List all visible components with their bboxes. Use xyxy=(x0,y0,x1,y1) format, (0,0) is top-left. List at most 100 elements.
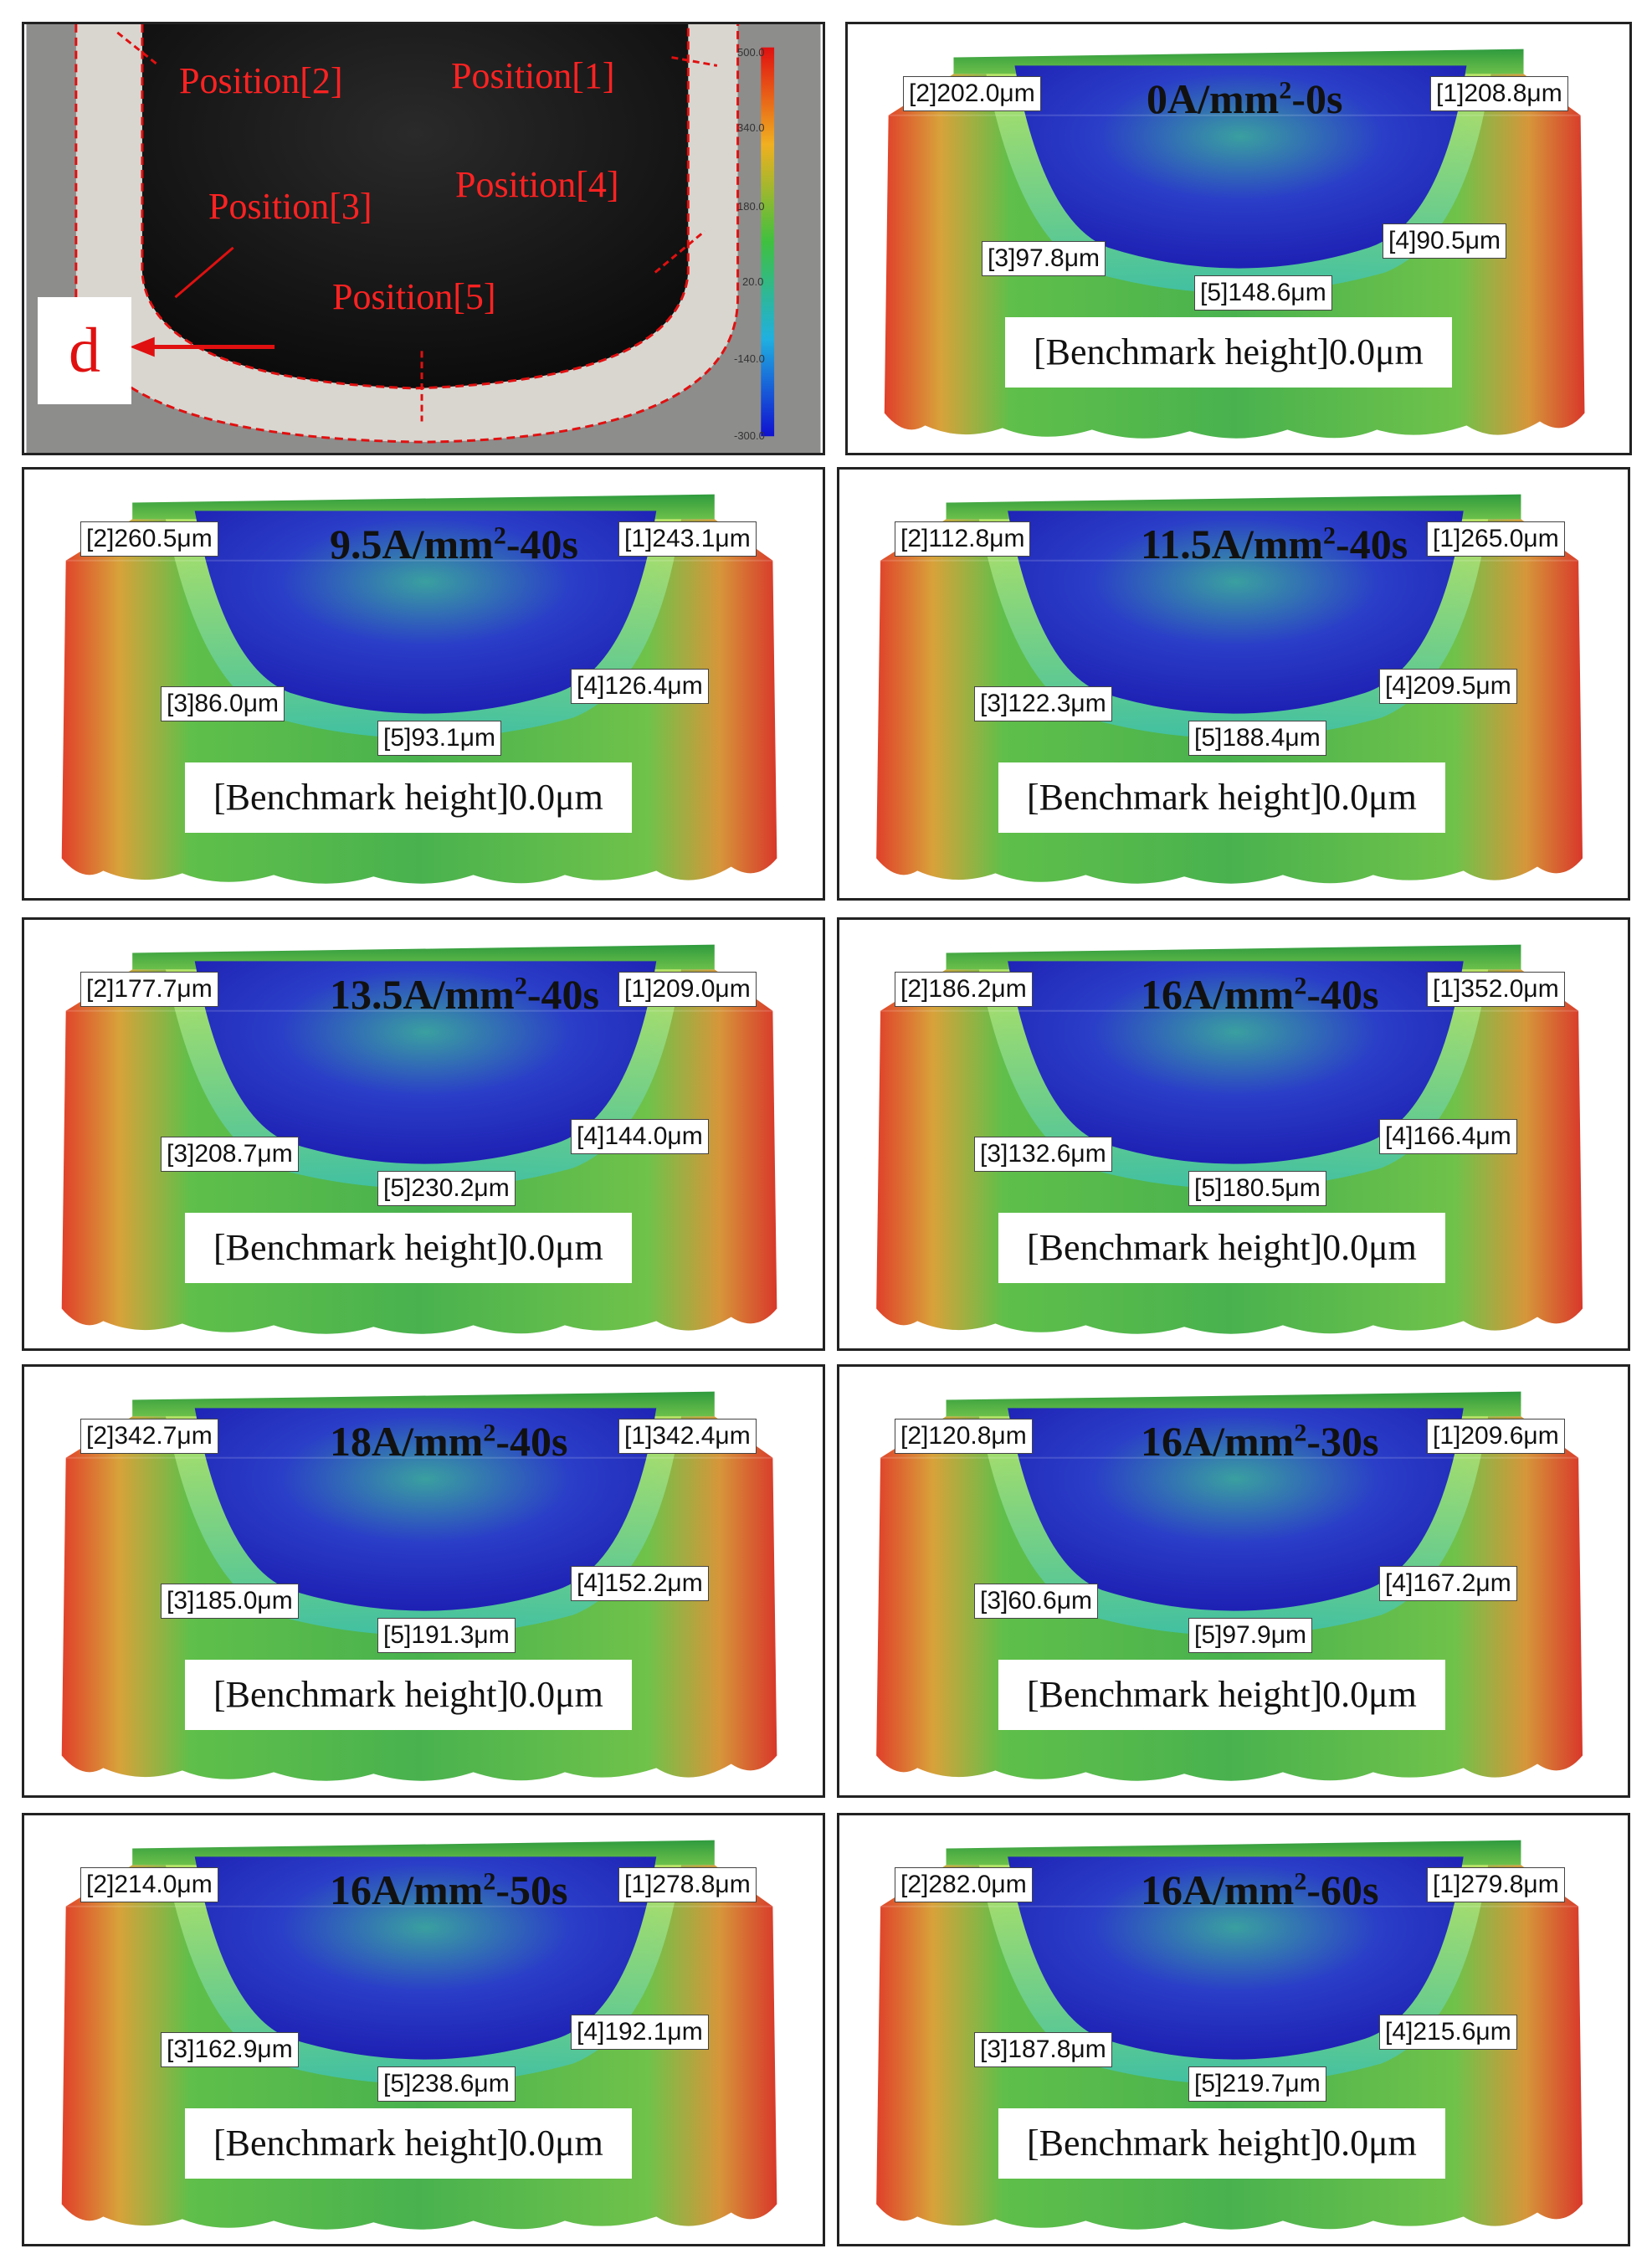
height-label-3: [3]185.0μm xyxy=(161,1584,299,1619)
title-superscript: 2 xyxy=(1323,521,1336,550)
height-label-4: [4]90.5μm xyxy=(1383,223,1507,259)
title-superscript: 2 xyxy=(1294,972,1307,1000)
position-5-label: Position[5] xyxy=(332,276,496,317)
title-text: 18A/mm xyxy=(330,1418,484,1465)
panel-title: 13.5A/mm2-40s xyxy=(330,970,599,1019)
title-superscript: 2 xyxy=(483,1419,496,1447)
height-label-1: [1]209.0μm xyxy=(618,972,757,1007)
position-3-label: Position[3] xyxy=(208,186,372,227)
height-label-3: [3]60.6μm xyxy=(974,1584,1099,1619)
surface-map-panel: 16A/mm2-50s [1]278.8μm [2]214.0μm [3]162.9μ… xyxy=(22,1813,825,2246)
height-label-3: [3]162.9μm xyxy=(161,2032,299,2067)
d-direction-label: d xyxy=(38,297,131,404)
height-label-5: [5]93.1μm xyxy=(377,721,502,756)
surface-map-panel: 16A/mm2-30s [1]209.6μm [2]120.8μm [3]60.6μm… xyxy=(837,1364,1630,1798)
reference-micrograph-panel: Position[2] Position[1] Position[3] Posi… xyxy=(22,22,825,455)
height-label-2: [2]112.8μm xyxy=(895,521,1031,557)
title-text: 13.5A/mm xyxy=(330,971,515,1018)
micrograph-image xyxy=(26,24,821,453)
benchmark-height-label: [Benchmark height]0.0μm xyxy=(998,1660,1445,1730)
height-label-3: [3]86.0μm xyxy=(161,686,285,721)
height-label-5: [5]188.4μm xyxy=(1188,721,1326,756)
title-duration: -40s xyxy=(495,1418,568,1465)
panel-title: 11.5A/mm2-40s xyxy=(1141,520,1408,568)
height-label-2: [2]186.2μm xyxy=(895,972,1033,1007)
height-label-3: [3]208.7μm xyxy=(161,1137,299,1172)
colorbar-tick: 180.0 xyxy=(737,200,765,213)
surface-map-panel: 16A/mm2-60s [1]279.8μm [2]282.0μm [3]187.8μ… xyxy=(837,1813,1630,2246)
panel-title: 18A/mm2-40s xyxy=(330,1417,567,1466)
height-label-1: [1]279.8μm xyxy=(1427,1867,1565,1902)
panel-title: 16A/mm2-50s xyxy=(330,1866,567,1914)
height-label-4: [4]144.0μm xyxy=(571,1119,709,1154)
height-label-4: [4]215.6μm xyxy=(1379,2015,1517,2050)
height-label-3: [3]122.3μm xyxy=(974,686,1112,721)
height-label-5: [5]97.9μm xyxy=(1188,1618,1313,1653)
surface-map-panel: 9.5A/mm2-40s [1]243.1μm [2]260.5μm [3]86.0μ… xyxy=(22,467,825,901)
height-label-4: [4]126.4μm xyxy=(571,669,709,704)
height-label-5: [5]238.6μm xyxy=(377,2066,516,2102)
height-label-1: [1]278.8μm xyxy=(618,1867,757,1902)
position-4-label: Position[4] xyxy=(455,164,619,205)
title-superscript: 2 xyxy=(1279,76,1292,105)
height-label-4: [4]166.4μm xyxy=(1379,1119,1517,1154)
height-label-2: [2]202.0μm xyxy=(903,76,1041,111)
height-label-2: [2]177.7μm xyxy=(80,972,218,1007)
height-label-2: [2]282.0μm xyxy=(895,1867,1033,1902)
title-duration: -40s xyxy=(526,971,599,1018)
title-superscript: 2 xyxy=(1294,1419,1307,1447)
title-duration: -60s xyxy=(1306,1866,1379,1913)
benchmark-height-label: [Benchmark height]0.0μm xyxy=(998,2108,1445,2179)
title-duration: -50s xyxy=(495,1866,568,1913)
panel-title: 9.5A/mm2-40s xyxy=(330,520,578,568)
height-label-3: [3]97.8μm xyxy=(982,241,1106,276)
surface-map-panel: 0A/mm2-0s [1]208.8μm [2]202.0μm [3]97.8μm [4… xyxy=(845,22,1632,455)
title-duration: -40s xyxy=(1336,521,1408,567)
panel-title: 0A/mm2-0s xyxy=(1147,74,1342,123)
position-1-label: Position[1] xyxy=(451,55,615,96)
height-label-2: [2]214.0μm xyxy=(80,1867,218,1902)
title-superscript: 2 xyxy=(493,521,506,550)
height-label-1: [1]243.1μm xyxy=(618,521,757,557)
title-superscript: 2 xyxy=(483,1867,496,1896)
height-label-2: [2]120.8μm xyxy=(895,1419,1033,1454)
height-label-5: [5]230.2μm xyxy=(377,1171,516,1206)
surface-map-panel: 13.5A/mm2-40s [1]209.0μm [2]177.7μm [3]208.… xyxy=(22,917,825,1351)
height-label-4: [4]167.2μm xyxy=(1379,1566,1517,1601)
title-text: 16A/mm xyxy=(1141,971,1295,1018)
surface-map-panel: 18A/mm2-40s [1]342.4μm [2]342.7μm [3]185.0μ… xyxy=(22,1364,825,1798)
height-label-2: [2]342.7μm xyxy=(80,1419,218,1454)
panel-title: 16A/mm2-40s xyxy=(1141,970,1378,1019)
title-text: 11.5A/mm xyxy=(1141,521,1324,567)
benchmark-height-label: [Benchmark height]0.0μm xyxy=(998,762,1445,833)
title-superscript: 2 xyxy=(514,972,527,1000)
surface-map-panel: 16A/mm2-40s [1]352.0μm [2]186.2μm [3]132.6μ… xyxy=(837,917,1630,1351)
title-text: 16A/mm xyxy=(1141,1866,1295,1913)
height-label-2: [2]260.5μm xyxy=(80,521,218,557)
position-2-label: Position[2] xyxy=(179,60,343,101)
colorbar-tick: 340.0 xyxy=(737,121,765,134)
title-duration: -40s xyxy=(505,521,578,567)
colorbar-tick: 20.0 xyxy=(742,275,764,288)
title-duration: -0s xyxy=(1291,75,1343,122)
height-label-4: [4]209.5μm xyxy=(1379,669,1517,704)
title-duration: -30s xyxy=(1306,1418,1379,1465)
title-text: 9.5A/mm xyxy=(330,521,494,567)
title-duration: -40s xyxy=(1306,971,1379,1018)
height-label-5: [5]191.3μm xyxy=(377,1618,516,1653)
height-label-1: [1]352.0μm xyxy=(1427,972,1565,1007)
surface-map-panel: 11.5A/mm2-40s [1]265.0μm [2]112.8μm [3]122.… xyxy=(837,467,1630,901)
height-label-5: [5]219.7μm xyxy=(1188,2066,1326,2102)
height-label-1: [1]209.6μm xyxy=(1427,1419,1565,1454)
height-label-5: [5]148.6μm xyxy=(1194,275,1332,311)
height-label-5: [5]180.5μm xyxy=(1188,1171,1326,1206)
benchmark-height-label: [Benchmark height]0.0μm xyxy=(185,1660,632,1730)
height-label-4: [4]152.2μm xyxy=(571,1566,709,1601)
panel-title: 16A/mm2-60s xyxy=(1141,1866,1378,1914)
benchmark-height-label: [Benchmark height]0.0μm xyxy=(185,1213,632,1283)
title-superscript: 2 xyxy=(1294,1867,1307,1896)
panel-title: 16A/mm2-30s xyxy=(1141,1417,1378,1466)
benchmark-height-label: [Benchmark height]0.0μm xyxy=(1005,317,1452,388)
height-label-1: [1]208.8μm xyxy=(1430,76,1568,111)
colorbar-tick: -140.0 xyxy=(734,352,765,365)
